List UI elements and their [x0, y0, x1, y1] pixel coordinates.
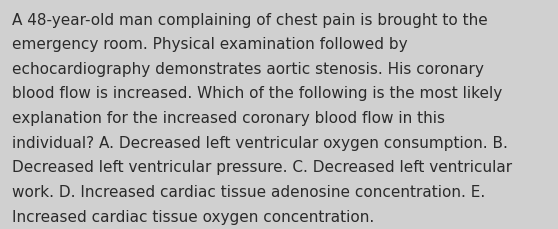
Text: explanation for the increased coronary blood flow in this: explanation for the increased coronary b… — [12, 111, 445, 125]
Text: Decreased left ventricular pressure. C. Decreased left ventricular: Decreased left ventricular pressure. C. … — [12, 160, 512, 174]
Text: echocardiography demonstrates aortic stenosis. His coronary: echocardiography demonstrates aortic ste… — [12, 62, 484, 76]
Text: emergency room. Physical examination followed by: emergency room. Physical examination fol… — [12, 37, 408, 52]
Text: blood flow is increased. Which of the following is the most likely: blood flow is increased. Which of the fo… — [12, 86, 503, 101]
Text: Increased cardiac tissue oxygen concentration.: Increased cardiac tissue oxygen concentr… — [12, 209, 374, 224]
Text: A 48-year-old man complaining of chest pain is brought to the: A 48-year-old man complaining of chest p… — [12, 13, 488, 27]
Text: work. D. Increased cardiac tissue adenosine concentration. E.: work. D. Increased cardiac tissue adenos… — [12, 184, 485, 199]
Text: individual? A. Decreased left ventricular oxygen consumption. B.: individual? A. Decreased left ventricula… — [12, 135, 508, 150]
